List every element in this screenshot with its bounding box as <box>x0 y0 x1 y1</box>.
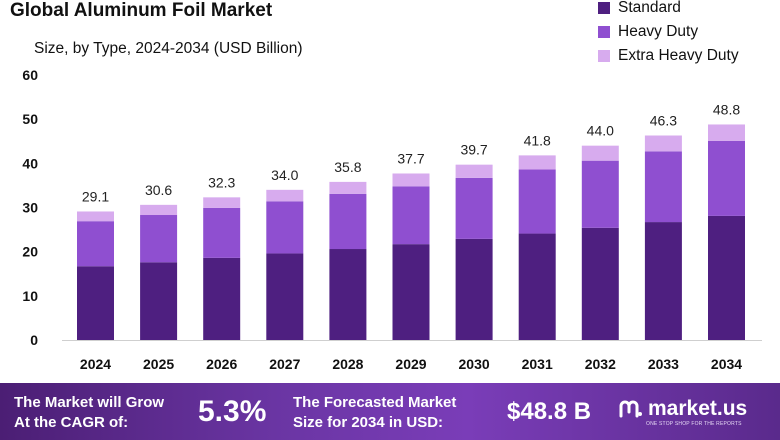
market-us-logo-icon <box>619 400 642 418</box>
bar-segment-extra-heavy-duty-2024 <box>77 211 114 222</box>
brand-tagline: ONE STOP SHOP FOR THE REPORTS <box>646 421 742 427</box>
bar-segment-extra-heavy-duty-2032 <box>581 145 619 161</box>
bar-segment-heavy-duty-2028 <box>329 193 367 250</box>
bar-segment-extra-heavy-duty-2029 <box>392 173 430 187</box>
legend-item-extra-heavy-duty: Extra Heavy Duty <box>598 44 780 68</box>
x-tick-label-2030: 2030 <box>459 356 490 372</box>
bar-segment-standard-2028 <box>329 249 367 340</box>
x-tick-label-2027: 2027 <box>269 356 300 372</box>
forecast-label-line2: Size for 2034 in USD: <box>293 414 444 431</box>
bar-segment-standard-2025 <box>140 262 178 340</box>
bar-segment-heavy-duty-2025 <box>140 215 178 263</box>
y-tick-label: 10 <box>22 288 38 304</box>
bar-segment-standard-2027 <box>266 253 304 340</box>
x-tick-label-2032: 2032 <box>585 356 616 372</box>
legend: Standard Heavy Duty Extra Heavy Duty <box>598 0 780 68</box>
footer-banner: The Market will Grow At the CAGR of: 5.3… <box>0 383 780 440</box>
bar-segment-standard-2026 <box>203 257 241 340</box>
bar-segment-standard-2024 <box>77 266 114 340</box>
chart-title: Global Aluminum Foil Market <box>10 0 273 21</box>
forecast-value: $48.8 B <box>507 398 592 425</box>
bar-segment-standard-2033 <box>644 222 682 340</box>
bar-segment-extra-heavy-duty-2030 <box>455 164 493 178</box>
legend-swatch-heavy-duty <box>598 26 610 38</box>
bar-segment-extra-heavy-duty-2033 <box>644 135 682 152</box>
data-label-total-2026: 32.3 <box>208 174 235 190</box>
x-tick-label-2025: 2025 <box>143 356 174 372</box>
footer-background <box>0 383 780 440</box>
forecast-label-line1: The Forecasted Market <box>293 394 457 411</box>
x-tick-label-2026: 2026 <box>206 356 237 372</box>
y-tick-label: 50 <box>22 111 38 127</box>
x-tick-label-2024: 2024 <box>80 356 111 372</box>
x-tick-label-2034: 2034 <box>711 356 742 372</box>
data-label-total-2029: 37.7 <box>397 150 424 166</box>
y-tick-label: 30 <box>22 200 38 216</box>
bar-segment-extra-heavy-duty-2026 <box>203 197 241 208</box>
y-tick-label: 20 <box>22 244 38 260</box>
bar-segment-extra-heavy-duty-2028 <box>329 181 367 194</box>
legend-label-standard: Standard <box>618 0 681 16</box>
data-label-total-2027: 34.0 <box>271 167 298 183</box>
x-tick-label-2029: 2029 <box>395 356 426 372</box>
data-label-total-2034: 48.8 <box>713 101 740 117</box>
data-label-total-2024: 29.1 <box>82 188 109 204</box>
data-label-total-2025: 30.6 <box>145 182 172 198</box>
legend-item-standard: Standard <box>598 0 780 20</box>
bar-segment-heavy-duty-2032 <box>581 160 619 228</box>
data-label-total-2032: 44.0 <box>587 123 614 139</box>
cagr-value: 5.3% <box>198 395 267 428</box>
forecast-label: The Forecasted Market Size for 2034 in U… <box>293 393 456 433</box>
bar-segment-heavy-duty-2033 <box>644 151 682 223</box>
y-tick-label: 0 <box>30 332 38 348</box>
x-tick-label-2033: 2033 <box>648 356 679 372</box>
data-label-total-2033: 46.3 <box>650 113 677 129</box>
data-label-total-2031: 41.8 <box>524 132 551 148</box>
legend-swatch-extra-heavy-duty <box>598 50 610 62</box>
bar-segment-standard-2034 <box>708 215 745 340</box>
bar-segment-heavy-duty-2027 <box>266 201 304 254</box>
bar-segment-standard-2032 <box>581 227 619 340</box>
bar-segment-extra-heavy-duty-2031 <box>518 155 556 170</box>
legend-item-heavy-duty: Heavy Duty <box>598 20 780 44</box>
data-label-total-2030: 39.7 <box>460 142 487 158</box>
bar-segment-extra-heavy-duty-2027 <box>266 189 304 202</box>
x-tick-label-2028: 2028 <box>332 356 363 372</box>
cagr-label: The Market will Grow At the CAGR of: <box>14 393 164 433</box>
brand-logo[interactable]: market.us <box>618 397 747 421</box>
bar-segment-heavy-duty-2024 <box>77 221 114 267</box>
bar-segment-extra-heavy-duty-2025 <box>140 204 178 216</box>
legend-label-heavy-duty: Heavy Duty <box>618 23 699 40</box>
y-tick-label: 40 <box>22 155 38 171</box>
stacked-bar-chart: 010203040506029.1202430.6202532.3202634.… <box>22 67 762 372</box>
legend-label-extra-heavy-duty: Extra Heavy Duty <box>618 47 739 64</box>
bar-segment-standard-2029 <box>392 244 430 340</box>
y-tick-label: 60 <box>22 67 38 83</box>
bar-segment-heavy-duty-2031 <box>518 169 556 234</box>
bar-segment-standard-2030 <box>455 238 493 340</box>
bar-segment-heavy-duty-2026 <box>203 207 241 258</box>
bar-segment-standard-2031 <box>518 233 556 340</box>
bar-segment-heavy-duty-2029 <box>392 186 430 245</box>
data-label-total-2028: 35.8 <box>334 159 361 175</box>
bar-segment-heavy-duty-2030 <box>455 177 493 239</box>
cagr-label-line1: The Market will Grow <box>14 394 165 411</box>
cagr-label-line2: At the CAGR of: <box>14 414 129 431</box>
x-tick-label-2031: 2031 <box>522 356 553 372</box>
bar-segment-extra-heavy-duty-2034 <box>708 124 745 141</box>
chart-subtitle: Size, by Type, 2024-2034 (USD Billion) <box>34 40 303 57</box>
legend-swatch-standard <box>598 2 610 14</box>
brand-name: market.us <box>648 397 748 420</box>
bar-segment-heavy-duty-2034 <box>708 140 745 216</box>
